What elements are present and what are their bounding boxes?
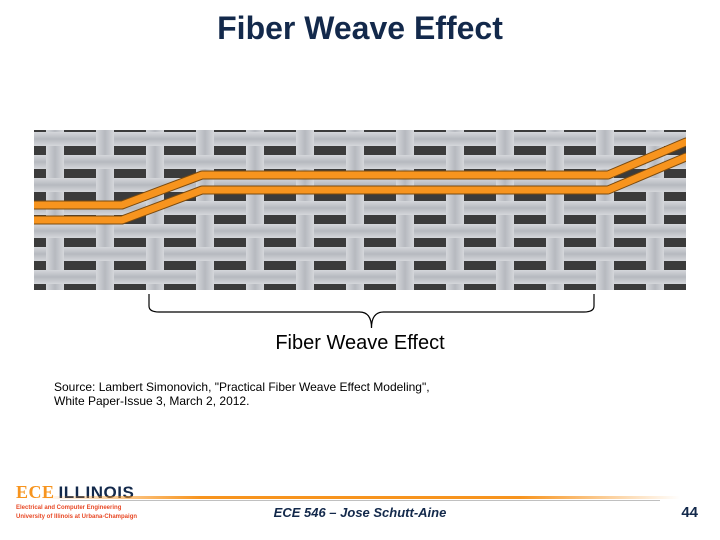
footer-accent-line [40, 496, 680, 499]
footer-thin-line [60, 500, 660, 501]
footer-text: ECE 546 – Jose Schutt-Aine [0, 505, 720, 520]
source-citation: Source: Lambert Simonovich, "Practical F… [54, 380, 430, 408]
weave-background [34, 130, 686, 290]
source-line-1: Source: Lambert Simonovich, "Practical F… [54, 380, 430, 394]
source-line-2: White Paper-Issue 3, March 2, 2012. [54, 394, 430, 408]
slide: Fiber Weave Effect Fiber Weave Effect So… [0, 0, 720, 540]
slide-title: Fiber Weave Effect [0, 10, 720, 47]
footer-rule [0, 492, 720, 502]
weave-diagram [34, 130, 686, 290]
diagram-caption: Fiber Weave Effect [0, 332, 720, 355]
page-number: 44 [681, 504, 698, 521]
